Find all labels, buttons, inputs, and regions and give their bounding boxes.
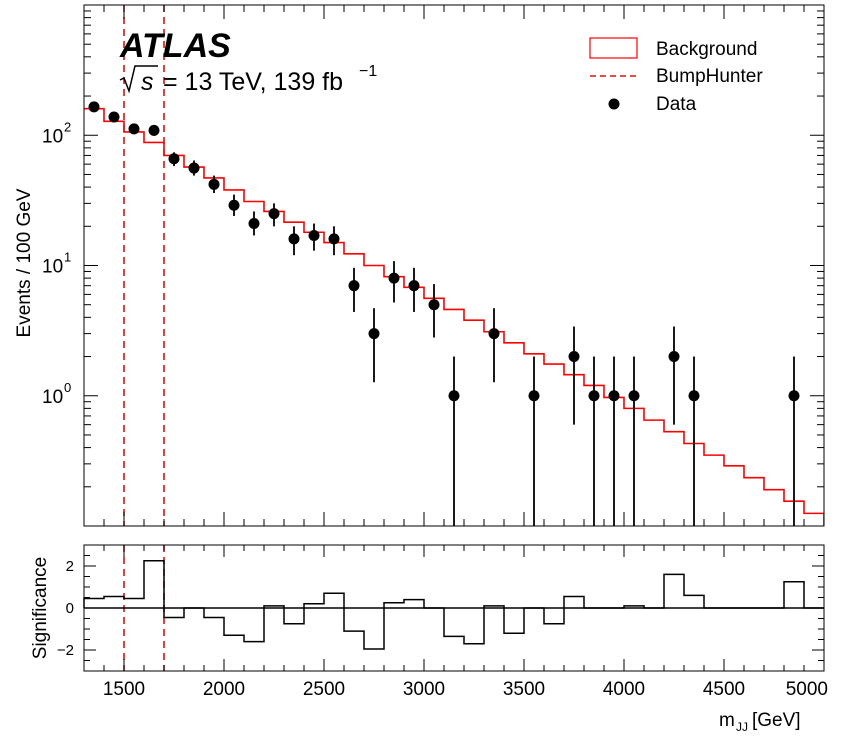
data-point [188, 160, 200, 176]
data-point [628, 356, 640, 526]
data-point-marker [668, 351, 680, 363]
main-y-tick-label-exponent: 2 [64, 119, 71, 134]
data-point [88, 101, 100, 113]
data-point [588, 356, 600, 526]
x-tick-label: 4000 [603, 679, 645, 700]
data-point-marker [328, 233, 340, 245]
ratio-y-tick-label: −2 [57, 642, 74, 659]
main-y-tick-label: 10 [42, 257, 63, 278]
data-point [528, 356, 540, 526]
data-point [168, 152, 180, 167]
legend-label-bumphunter: BumpHunter [656, 66, 763, 87]
data-point [148, 124, 160, 136]
x-axis-label-unit: [GeV] [752, 710, 801, 731]
data-point [328, 226, 340, 256]
x-axis-label-main: m [719, 710, 735, 731]
x-tick-label: 2500 [303, 679, 345, 700]
data-point [228, 194, 240, 216]
x-tick-label: 3500 [503, 679, 545, 700]
data-point-marker [188, 162, 200, 174]
data-point-marker [628, 390, 640, 402]
experiment-label: ATLAS [119, 27, 231, 65]
main-y-tick-label: 10 [42, 387, 63, 408]
data-point-marker [128, 123, 140, 135]
data-point [408, 267, 420, 312]
x-tick-label: 2000 [203, 679, 245, 700]
data-point [108, 111, 120, 123]
data-point [288, 226, 300, 256]
data-point-marker [568, 351, 580, 363]
data-point-marker [408, 280, 420, 292]
legend-swatch-background [589, 37, 638, 59]
background-histogram [84, 107, 824, 526]
data-point-marker [88, 101, 100, 113]
data-point-marker [388, 272, 400, 284]
x-tick-label: 4500 [703, 679, 745, 700]
data-point-marker [448, 390, 460, 402]
data-point-marker [208, 178, 220, 190]
legend-label-data: Data [656, 94, 697, 115]
data-point [488, 308, 500, 383]
data-point-marker [168, 153, 180, 165]
energy-text: = 13 TeV, 139 fb [163, 68, 343, 96]
data-point-marker [428, 299, 440, 311]
x-tick-label: 5000 [786, 679, 828, 700]
data-point-marker [348, 280, 360, 292]
legend: Background BumpHunter Data [589, 37, 763, 115]
data-point [368, 308, 380, 383]
x-axis-label: m JJ [GeV] [719, 710, 801, 734]
energy-symbol: s [141, 68, 154, 96]
data-point [388, 261, 400, 303]
data-point [348, 267, 360, 312]
data-point [128, 123, 140, 135]
main-y-tick-label: 10 [42, 126, 63, 147]
significance-histogram [83, 560, 824, 650]
data-point-marker [228, 199, 240, 211]
data-point-marker [148, 124, 160, 136]
data-point [248, 211, 260, 236]
x-tick-label: 3000 [403, 679, 445, 700]
data-point [568, 326, 580, 425]
data-point [788, 356, 800, 526]
data-point [308, 223, 320, 251]
data-point-marker [308, 229, 320, 241]
data-point-marker [528, 390, 540, 402]
x-axis-label-subscript: JJ [736, 720, 748, 734]
ratio-y-tick-label: 0 [66, 600, 74, 617]
legend-swatch-data [608, 98, 620, 110]
data-point-marker [108, 111, 120, 123]
main-y-axis-label: Events / 100 GeV [14, 188, 35, 337]
sqrt-sign [119, 65, 158, 94]
data-point-marker [288, 233, 300, 245]
data-point-marker [688, 390, 700, 402]
main-y-tick-label-exponent: 1 [64, 250, 71, 265]
data-point-marker [268, 208, 280, 220]
energy-label: s = 13 TeV, 139 fb −1 [119, 63, 377, 96]
ratio-y-tick-label: 2 [66, 558, 74, 575]
data-point-marker [788, 390, 800, 402]
data-point-marker [368, 328, 380, 340]
data-point-marker [248, 218, 260, 230]
data-point [608, 356, 620, 526]
energy-superscript: −1 [359, 63, 377, 80]
x-tick-label: 1500 [103, 679, 145, 700]
data-point [208, 175, 220, 194]
main-y-tick-label-exponent: 0 [64, 380, 71, 395]
data-point [268, 203, 280, 227]
ratio-panel: 1500 2000 2500 3000 3500 4000 4500 5000 −2 0 2 [57, 544, 828, 700]
legend-label-background: Background [656, 39, 757, 60]
data-point-marker [608, 390, 620, 402]
data-point-marker [588, 390, 600, 402]
data-point [688, 356, 700, 526]
data-point-marker [488, 328, 500, 340]
data-point [668, 326, 680, 425]
data-point [448, 356, 460, 526]
data-point [428, 284, 440, 338]
ratio-y-axis-label: Significance [30, 557, 51, 659]
